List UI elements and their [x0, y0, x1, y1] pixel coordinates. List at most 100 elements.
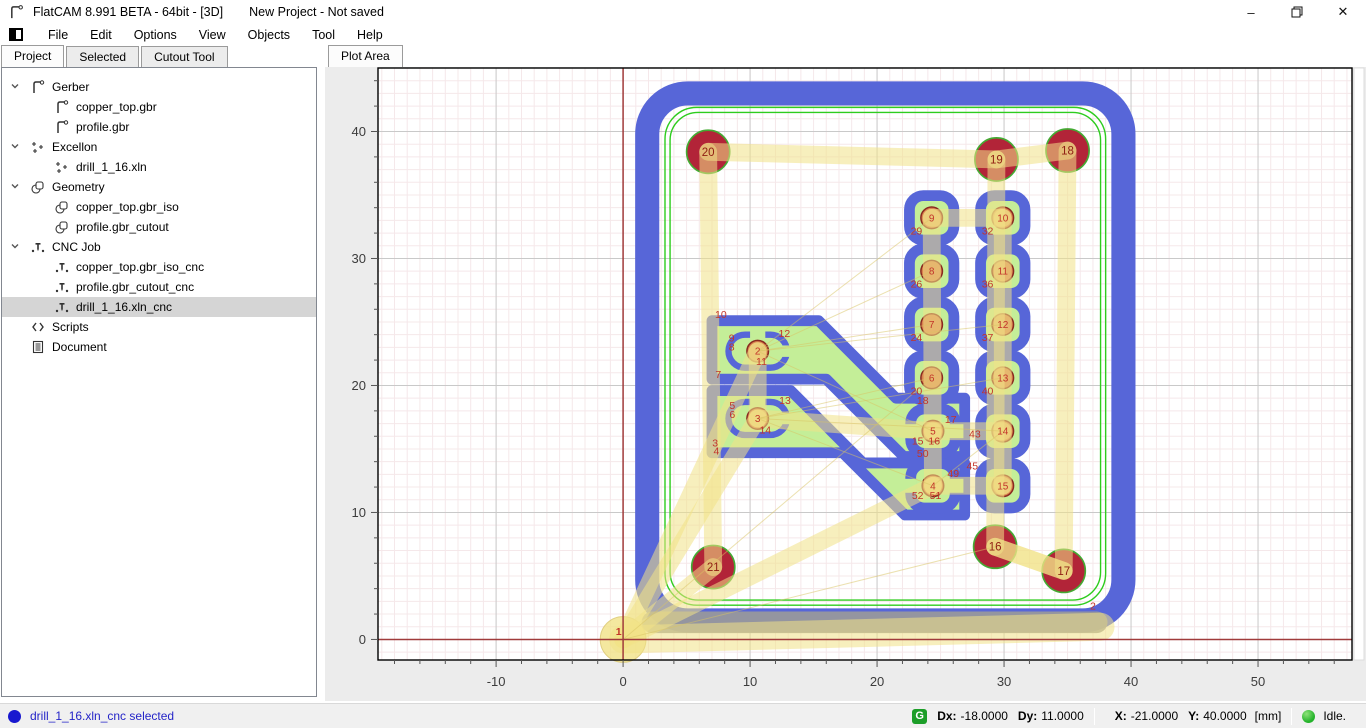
board-profile-outline	[664, 106, 1107, 606]
excellon-icon	[30, 139, 46, 155]
tab-plot-area[interactable]: Plot Area	[328, 45, 403, 67]
tab-project[interactable]: Project	[1, 45, 65, 67]
menu-view[interactable]: View	[198, 27, 226, 42]
tree-item-scripts[interactable]: Scripts	[2, 317, 316, 337]
travel-order-annotation: 32	[982, 225, 994, 237]
travel-order-annotation: 49	[947, 468, 959, 480]
board-profile-outline	[669, 111, 1102, 601]
travel-move-thin	[932, 430, 1004, 487]
menu-objects[interactable]: Objects	[247, 27, 291, 42]
tree-item-gerber[interactable]: Gerber	[2, 77, 316, 97]
units-label: [mm]	[1254, 709, 1282, 723]
small-drill-number: 10	[997, 213, 1009, 224]
expander-chevron-icon[interactable]	[10, 241, 22, 253]
tree-item-drill-1-16-xln[interactable]: drill_1_16.xln	[2, 157, 316, 177]
grid-snap-icon[interactable]: G	[912, 708, 928, 724]
tree-item-profile-gbr[interactable]: profile.gbr	[2, 117, 316, 137]
travel-order-annotation: 2	[1090, 601, 1096, 613]
travel-move	[614, 409, 767, 649]
travel-move	[986, 537, 1073, 580]
status-state-text: Idle.	[1323, 709, 1346, 723]
x-axis-label: 10	[743, 674, 757, 689]
small-drill-number: 8	[929, 267, 935, 278]
window-title: FlatCAM 8.991 BETA - 64bit - [3D]	[33, 5, 224, 19]
tree-item-cnc-job[interactable]: CNC Job	[2, 237, 316, 257]
travel-move	[609, 612, 1115, 654]
travel-move	[614, 476, 942, 649]
cncjob-icon	[54, 279, 70, 295]
travel-order-annotation: 40	[982, 385, 994, 397]
geometry-icon	[54, 199, 70, 215]
tree-item-label: copper_top.gbr_iso	[76, 200, 179, 214]
expander-chevron-icon[interactable]	[10, 81, 22, 93]
x-axis-label: -10	[487, 674, 506, 689]
tree-item-excellon[interactable]: Excellon	[2, 137, 316, 157]
document-icon	[30, 339, 46, 355]
tree-item-label: profile.gbr_cutout_cnc	[76, 280, 195, 294]
left-tab-strip: Project Selected Cutout Tool	[1, 45, 230, 67]
travel-move-thin	[757, 217, 932, 352]
travel-order-annotation: 4	[714, 446, 720, 458]
tree-item-label: Scripts	[52, 320, 89, 334]
menu-tool[interactable]: Tool	[312, 27, 335, 42]
tree-item-drill-1-16-xln-cnc[interactable]: drill_1_16.xln_cnc	[2, 297, 316, 317]
tree-item-copper-top-gbr[interactable]: copper_top.gbr	[2, 97, 316, 117]
status-separator	[1093, 707, 1095, 725]
menu-help[interactable]: Help	[357, 27, 383, 42]
travel-order-annotation: 26	[911, 279, 923, 291]
menu-bar: File Edit Options View Objects Tool Help	[0, 24, 1366, 45]
flatcam-app-icon	[11, 4, 23, 18]
big-drill-number: 16	[989, 542, 1002, 554]
tab-selected[interactable]: Selected	[66, 46, 140, 67]
travel-order-annotation: 17	[945, 414, 957, 426]
x-label: X:	[1114, 709, 1127, 723]
gerber-icon	[54, 99, 70, 115]
x-axis-label: 30	[997, 674, 1011, 689]
panel-toggle-icon[interactable]	[9, 28, 23, 41]
travel-order-annotation: 16	[928, 436, 940, 448]
x-axis-label: 50	[1251, 674, 1265, 689]
travel-order-annotation: 11	[756, 356, 767, 368]
small-drill-number: 12	[997, 320, 1009, 331]
travel-move-thin	[757, 270, 932, 352]
tree-item-copper-top-gbr-iso-cnc[interactable]: copper_top.gbr_iso_cnc	[2, 257, 316, 277]
x-axis-label: 0	[619, 674, 626, 689]
tree-item-label: Gerber	[52, 80, 90, 94]
travel-order-annotation: 8	[729, 342, 735, 354]
title-bar: FlatCAM 8.991 BETA - 64bit - [3D] New Pr…	[0, 0, 1366, 24]
travel-move-thin	[622, 377, 932, 640]
status-idle-icon	[1302, 709, 1316, 723]
close-button[interactable]: ✕	[1337, 4, 1349, 19]
tree-item-profile-gbr-cutout[interactable]: profile.gbr_cutout	[2, 217, 316, 237]
plot-scrollbar[interactable]	[1353, 67, 1365, 661]
travel-order-annotation: 45	[966, 460, 978, 472]
restore-button[interactable]	[1274, 0, 1320, 24]
small-drill-number: 5	[930, 427, 936, 438]
travel-order-annotation: 52	[912, 490, 924, 502]
expander-chevron-icon[interactable]	[10, 141, 22, 153]
tree-item-profile-gbr-cutout-cnc[interactable]: profile.gbr_cutout_cnc	[2, 277, 316, 297]
expander-chevron-icon[interactable]	[10, 181, 22, 193]
tree-item-copper-top-gbr-iso[interactable]: copper_top.gbr_iso	[2, 197, 316, 217]
dx-label: Dx:	[937, 709, 957, 723]
travel-move-thin	[757, 417, 1003, 432]
menu-options[interactable]: Options	[133, 27, 177, 42]
travel-order-annotation: 3	[712, 437, 718, 449]
travel-order-annotation: 7	[715, 369, 721, 381]
menu-edit[interactable]: Edit	[90, 27, 112, 42]
tree-item-document[interactable]: Document	[2, 337, 316, 357]
minimize-button[interactable]: –	[1247, 4, 1255, 20]
tree-item-label: profile.gbr	[76, 120, 130, 134]
travel-move-thin	[757, 418, 934, 487]
tree-item-geometry[interactable]: Geometry	[2, 177, 316, 197]
cncjob-icon	[54, 299, 70, 315]
x-value: -21.0000	[1130, 709, 1179, 723]
menu-file[interactable]: File	[48, 27, 69, 42]
y-axis-label: 20	[352, 378, 366, 393]
tab-cutout-tool[interactable]: Cutout Tool	[141, 46, 228, 67]
oblong-pad-gap	[750, 328, 766, 341]
travel-order-annotation: 5	[729, 400, 735, 412]
oblong-pad-gap	[781, 345, 794, 357]
travel-move-thin	[622, 546, 996, 640]
